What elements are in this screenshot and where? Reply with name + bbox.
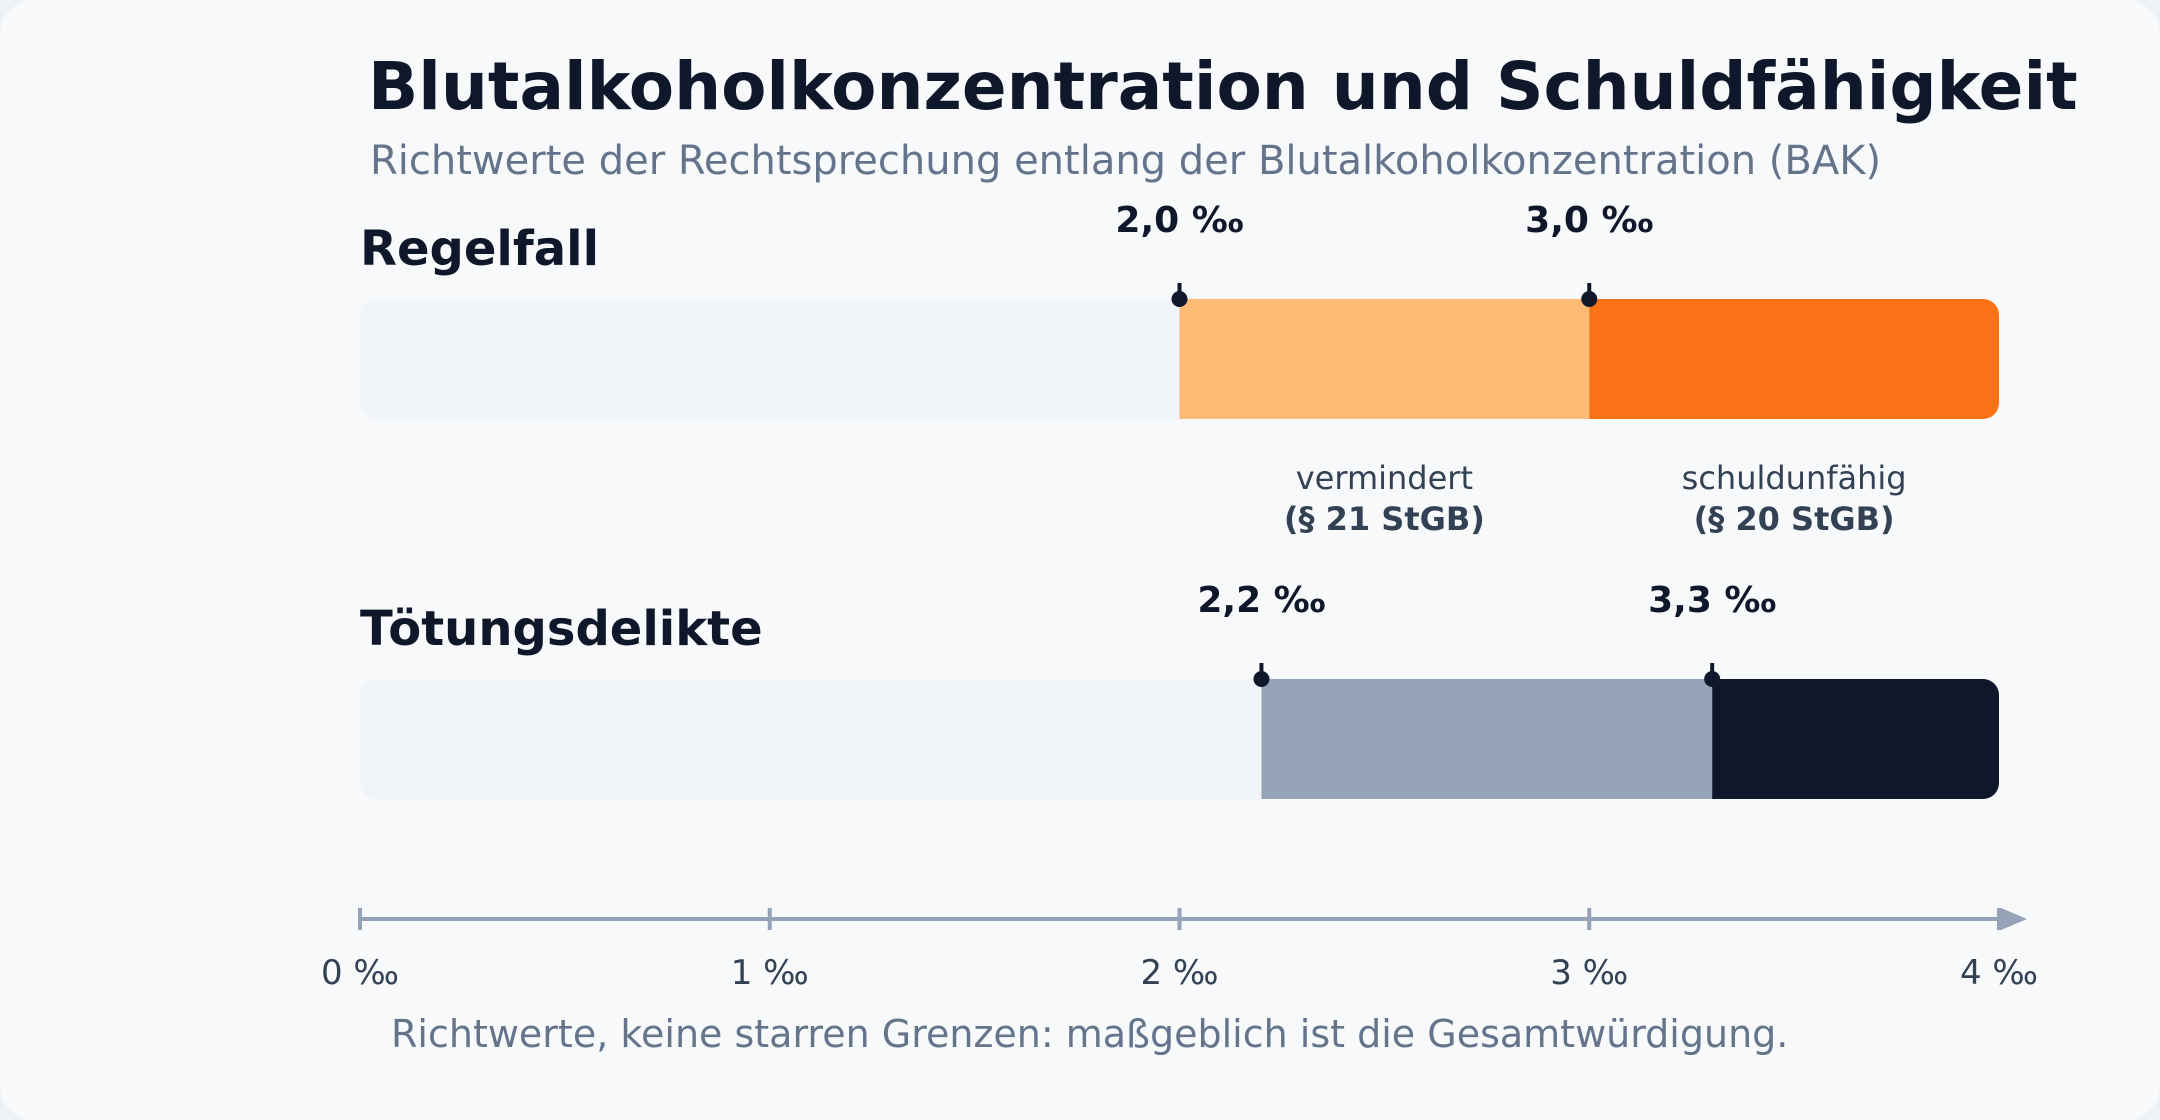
threshold-label: 2,2 ‰	[1197, 580, 1325, 621]
bar-segment	[1712, 679, 1999, 799]
row-label: Tötungsdelikte	[360, 601, 763, 657]
threshold-marker	[1253, 671, 1270, 687]
bar-segment	[360, 299, 1180, 419]
bar-segment	[1589, 299, 1999, 419]
threshold-label: 3,3 ‰	[1648, 580, 1776, 621]
bar-segment	[360, 679, 1262, 799]
threshold-label: 3,0 ‰	[1525, 200, 1653, 241]
row-label: Regelfall	[360, 221, 599, 277]
range-annotation: schuldunfähig	[1682, 459, 1907, 497]
bar-group	[360, 299, 1999, 419]
bar-segment	[1179, 299, 1590, 419]
threshold-marker	[1581, 291, 1598, 307]
threshold-marker	[1704, 671, 1721, 687]
x-tick-label: 0 ‰	[321, 953, 399, 993]
chart-footnote: Richtwerte, keine starren Grenzen: maßge…	[391, 1012, 1789, 1056]
range-annotation: vermindert	[1296, 459, 1473, 497]
threshold-marker	[1171, 291, 1188, 307]
chart-title: Blutalkoholkonzentration und Schuldfähig…	[368, 48, 2078, 125]
bar-group	[360, 679, 1999, 799]
x-axis-arrow	[2001, 908, 2027, 930]
threshold-label: 2,0 ‰	[1115, 200, 1243, 241]
x-tick-label: 4 ‰	[1960, 953, 2038, 993]
bar-segment	[1261, 679, 1713, 799]
chart-subtitle: Richtwerte der Rechtsprechung entlang de…	[370, 138, 1882, 184]
x-tick-label: 1 ‰	[731, 953, 809, 993]
range-annotation-law: (§ 21 StGB)	[1284, 500, 1485, 538]
x-tick-label: 3 ‰	[1550, 953, 1628, 993]
x-tick-label: 2 ‰	[1140, 953, 1218, 993]
range-annotation-law: (§ 20 StGB)	[1694, 500, 1895, 538]
